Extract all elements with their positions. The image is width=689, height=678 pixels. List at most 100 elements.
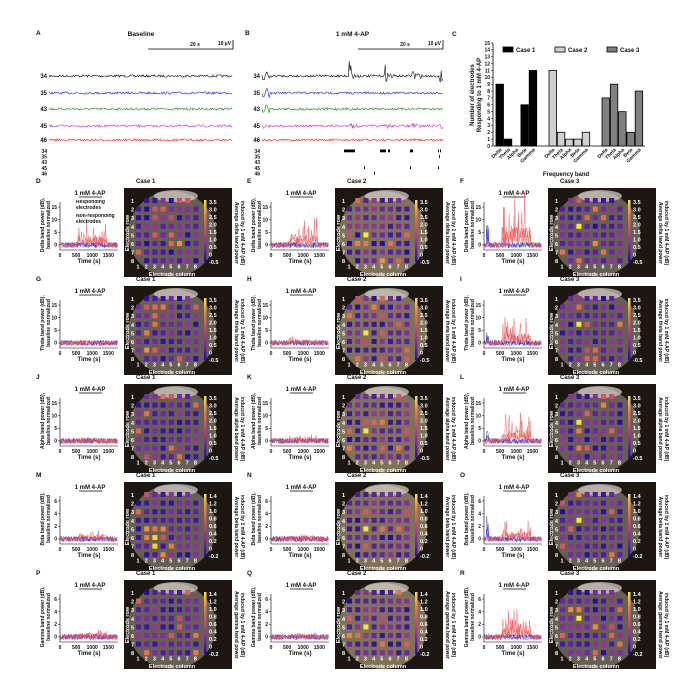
electrode-cell xyxy=(404,304,410,310)
electrode-cell xyxy=(363,296,369,301)
row-tick: 2 xyxy=(342,404,345,410)
col-tick: 8 xyxy=(618,363,621,369)
x-axis-label: Time (s) xyxy=(289,651,312,657)
row-tick: 8 xyxy=(342,455,345,461)
eeg-trace xyxy=(48,90,233,96)
col-tick: 4 xyxy=(161,461,165,467)
electrode-cell xyxy=(185,535,191,540)
y-axis-label: Beta band power (dB), xyxy=(251,492,257,546)
x-tick-label: 500 xyxy=(283,351,292,357)
row-tick: 6 xyxy=(342,438,345,444)
responding-trace xyxy=(59,339,118,347)
electrode-cell xyxy=(355,223,361,229)
electrode-cell xyxy=(584,535,590,540)
electrode-cell xyxy=(160,624,166,630)
x-tick-label: 1500 xyxy=(314,449,325,455)
electrode-cell xyxy=(185,428,191,434)
electrode-cell xyxy=(601,356,606,362)
x-tick-label: 1000 xyxy=(511,449,522,455)
electrode-cell xyxy=(152,296,158,301)
electrode-cell xyxy=(371,232,377,238)
electrode-cell xyxy=(347,437,352,442)
electrode-cell xyxy=(185,215,191,221)
electrode-cell xyxy=(363,304,369,310)
electrode-cell xyxy=(379,509,385,515)
electrode-cell xyxy=(168,296,174,301)
colorbar xyxy=(204,298,207,360)
electrode-cell xyxy=(177,445,182,451)
electrode-cell xyxy=(193,206,199,212)
col-tick: 3 xyxy=(577,657,580,663)
electrode-cell xyxy=(355,313,361,319)
electrode-cell xyxy=(193,454,199,460)
case-title: Case 2 xyxy=(347,179,367,185)
col-axis-label: Electrode column xyxy=(149,468,196,474)
electrode-cell xyxy=(404,321,410,327)
y-axis-label: baseline normalized xyxy=(470,593,476,641)
colorbar-tick: 0.4 xyxy=(209,630,218,636)
electrode-cell xyxy=(347,641,352,647)
electrode-cell xyxy=(404,598,410,604)
electrode-cell xyxy=(185,598,191,604)
case-title: Case 2 xyxy=(347,375,367,381)
electrode-cell xyxy=(177,509,182,515)
electrode-cell xyxy=(363,590,369,595)
electrode-cell xyxy=(193,615,199,621)
electrode-cell xyxy=(136,624,141,630)
electrode-cell xyxy=(177,598,182,604)
colorbar-tick: -0.5 xyxy=(420,358,429,364)
electrode-cell xyxy=(609,232,615,238)
row-tick: 4 xyxy=(555,323,559,329)
electrode-cell xyxy=(601,321,606,327)
row-tick: 7 xyxy=(342,545,345,551)
electrode-cell xyxy=(568,304,574,310)
electrode-cell xyxy=(152,607,158,613)
electrode-cell xyxy=(363,223,369,229)
electrode-cell xyxy=(576,249,582,255)
row-tick: 5 xyxy=(342,233,345,239)
y-tick-label: 5 xyxy=(487,109,490,115)
electrode-cell xyxy=(177,356,182,362)
electrode-cell xyxy=(601,500,606,506)
row-tick: 1 xyxy=(342,395,345,401)
y-tick-label: 15 xyxy=(51,401,57,407)
electrode-cell xyxy=(347,402,352,408)
eeg-trace xyxy=(48,107,233,111)
electrode-cell xyxy=(355,535,361,540)
electrode-cell xyxy=(379,321,385,327)
electrode-cell xyxy=(584,241,590,246)
col-tick: 2 xyxy=(569,461,572,467)
case-title: Case 2 xyxy=(347,277,367,283)
electrode-cell xyxy=(371,339,377,344)
electrode-cell xyxy=(601,437,606,442)
scale-time: 20 s xyxy=(400,42,410,48)
electrode-cell xyxy=(584,347,590,353)
raster-label: 45 xyxy=(254,166,260,172)
electrode-cell xyxy=(363,615,369,621)
x-tick-label: 0 xyxy=(270,547,273,553)
electrode-cell xyxy=(152,633,158,638)
electrode-cell xyxy=(584,641,590,647)
electrode-cell xyxy=(363,650,369,656)
electrode-cell xyxy=(185,313,191,319)
colorbar xyxy=(204,494,207,556)
electrode-cell xyxy=(609,313,615,319)
x-tick-label: 0 xyxy=(59,645,62,651)
electrode-cell xyxy=(152,454,158,460)
colorbar-tick: 0.5 xyxy=(420,441,428,447)
electrode-cell xyxy=(152,356,158,362)
electrode-cell xyxy=(601,526,606,532)
electrode-cell xyxy=(177,615,182,621)
colorbar-tick: -0.5 xyxy=(633,358,642,364)
row-tick: 1 xyxy=(131,199,134,205)
colorbar-tick: 0.5 xyxy=(633,343,641,349)
raster-label: 35 xyxy=(254,155,260,161)
col-tick: 6 xyxy=(601,363,604,369)
electrode-cell xyxy=(560,223,565,229)
x-tick-label: 0 xyxy=(483,253,486,259)
electrode-cell xyxy=(388,223,393,229)
colorbar-tick: -0.2 xyxy=(420,652,429,658)
electrode-cell xyxy=(584,526,590,532)
electrode-cell xyxy=(584,339,590,344)
